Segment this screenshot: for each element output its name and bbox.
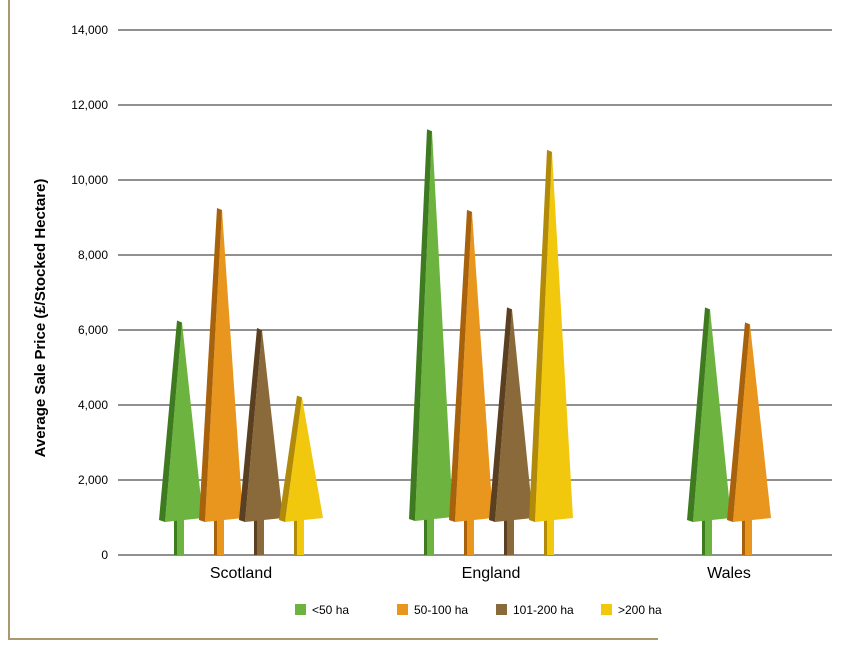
x-category-label: Scotland xyxy=(210,565,272,582)
tree-bar xyxy=(727,322,771,555)
y-tick-label: 10,000 xyxy=(71,173,108,187)
legend-swatch xyxy=(397,604,408,615)
legend-label: >200 ha xyxy=(618,603,662,617)
y-tick-label: 8,000 xyxy=(78,248,108,262)
tree-bar xyxy=(529,149,573,555)
y-axis-ticks: 0 2,000 4,000 6,000 8,000 10,000 12,000 14,000 xyxy=(71,23,108,562)
frame-bottom-border xyxy=(8,638,658,640)
tree-bar xyxy=(199,208,243,555)
legend-item: 50-100 ha xyxy=(397,603,468,617)
legend-swatch xyxy=(496,604,507,615)
legend-item: 101-200 ha xyxy=(496,603,574,617)
tree-bar xyxy=(279,395,323,555)
tree-bars xyxy=(159,129,771,555)
legend: <50 ha 50-100 ha 101-200 ha >200 ha xyxy=(295,603,662,617)
y-tick-label: 4,000 xyxy=(78,398,108,412)
tree-bar xyxy=(239,328,283,555)
tree-bar xyxy=(449,209,493,555)
y-tick-label: 12,000 xyxy=(71,98,108,112)
legend-item: <50 ha xyxy=(295,603,349,617)
legend-label: 101-200 ha xyxy=(513,603,574,617)
tree-bar xyxy=(159,320,203,555)
y-axis-label: Average Sale Price (£/Stocked Hectare) xyxy=(32,179,49,458)
frame-left-border xyxy=(8,0,10,640)
y-tick-label: 2,000 xyxy=(78,473,108,487)
tree-bar xyxy=(409,129,453,555)
x-category-label: England xyxy=(462,565,521,582)
legend-item: >200 ha xyxy=(601,603,662,617)
legend-label: <50 ha xyxy=(312,603,349,617)
y-tick-label: 14,000 xyxy=(71,23,108,37)
tree-bar xyxy=(489,307,533,555)
legend-swatch xyxy=(601,604,612,615)
legend-swatch xyxy=(295,604,306,615)
category-labels: Scotland England Wales xyxy=(210,565,751,582)
y-tick-label: 0 xyxy=(101,548,108,562)
tree-bar xyxy=(687,307,731,555)
x-category-label: Wales xyxy=(707,565,751,582)
legend-label: 50-100 ha xyxy=(414,603,468,617)
y-tick-label: 6,000 xyxy=(78,323,108,337)
